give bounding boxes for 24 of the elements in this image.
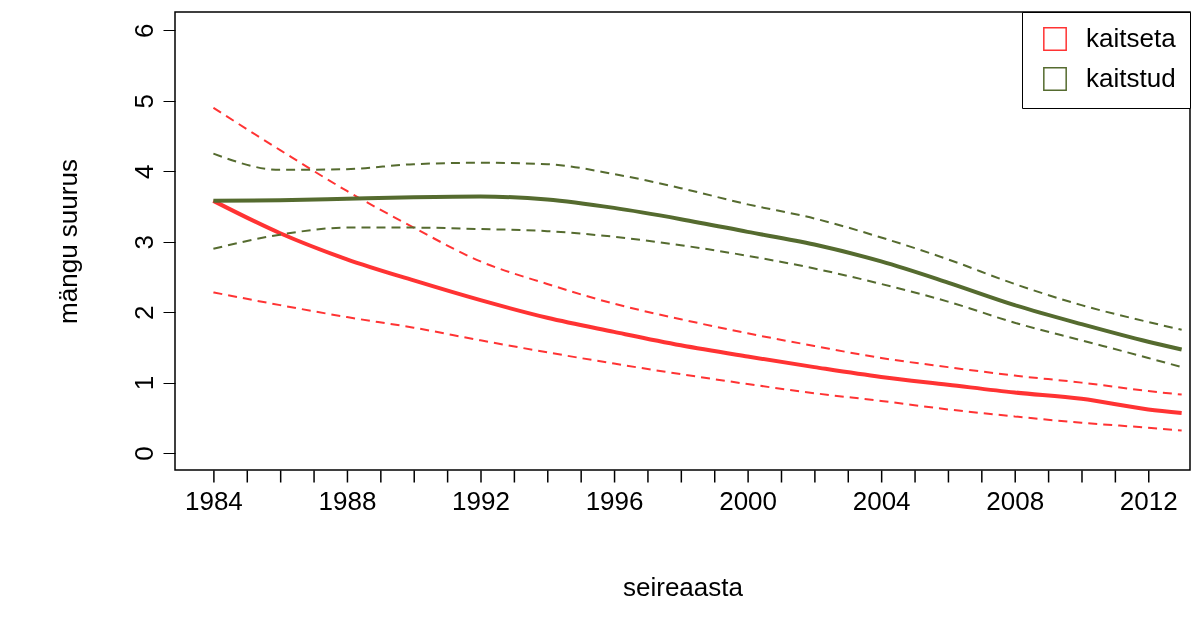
x-tick-label: 1996 [585,485,644,516]
legend-label: kaitstud [1086,63,1176,93]
line-series [212,226,1183,369]
x-axis-title: seireaasta [623,571,744,602]
y-tick-label: 0 [128,446,159,461]
x-tick-label: 1988 [318,485,377,516]
y-tick-label: 1 [128,375,159,391]
x-tick-label: 2008 [986,485,1045,516]
y-tick-label: 4 [128,164,159,179]
line-series [212,106,1183,396]
y-tick-label: 6 [128,23,159,39]
x-tick-label: 1984 [184,485,243,516]
y-tick-label: 2 [128,305,159,320]
y-axis-title: mängu suurus [52,159,83,324]
y-tick-label: 5 [128,94,159,109]
legend-label: kaitseta [1086,23,1177,53]
line-series [212,291,1183,432]
line-series [212,152,1183,331]
x-tick-label: 1992 [452,485,510,516]
x-tick-label: 2000 [719,485,778,516]
line-series [211,194,1184,352]
x-tick-label: 2004 [852,485,911,516]
x-tick-label: 2012 [1119,485,1178,516]
y-tick-label: 3 [128,234,159,250]
